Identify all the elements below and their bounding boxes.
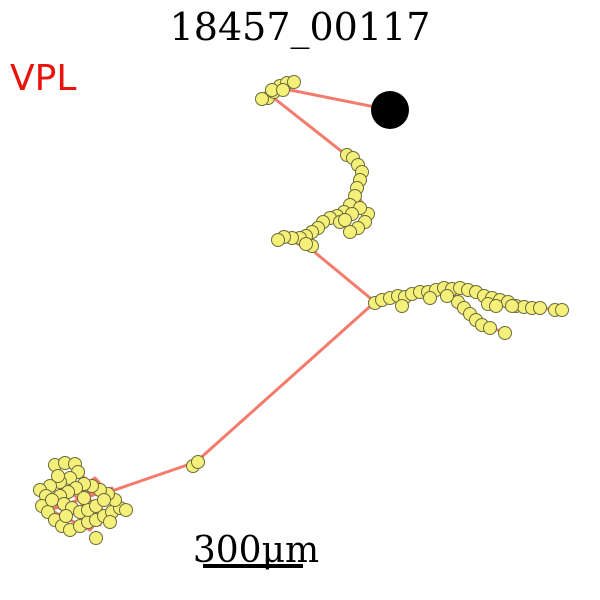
bouton-marker (45, 493, 59, 507)
bouton-marker (395, 299, 409, 313)
bouton-marker (119, 503, 133, 517)
bouton-marker (59, 509, 73, 523)
bouton-marker (287, 75, 301, 89)
bouton-marker (498, 326, 512, 340)
bouton-marker (489, 299, 503, 313)
bouton-marker (440, 289, 454, 303)
region-label: VPL (10, 58, 76, 99)
bouton-marker (299, 237, 313, 251)
bouton-marker (276, 83, 290, 97)
bouton-marker (103, 515, 117, 529)
bouton-marker (423, 291, 437, 305)
scale-bar (203, 564, 303, 568)
soma-marker (371, 91, 409, 129)
bouton-marker (483, 321, 497, 335)
bouton-marker (51, 469, 65, 483)
bouton-marker (533, 301, 547, 315)
bouton-marker (255, 92, 269, 106)
bouton-markers (33, 75, 569, 545)
figure-title: 18457_00117 (170, 5, 431, 50)
bouton-marker (89, 531, 103, 545)
bouton-marker (271, 233, 285, 247)
bouton-marker (555, 303, 569, 317)
bouton-marker (77, 491, 91, 505)
bouton-marker (191, 455, 205, 469)
bouton-marker (505, 299, 519, 313)
bouton-marker (338, 213, 352, 227)
bouton-marker (97, 493, 111, 507)
bouton-marker (343, 225, 357, 239)
